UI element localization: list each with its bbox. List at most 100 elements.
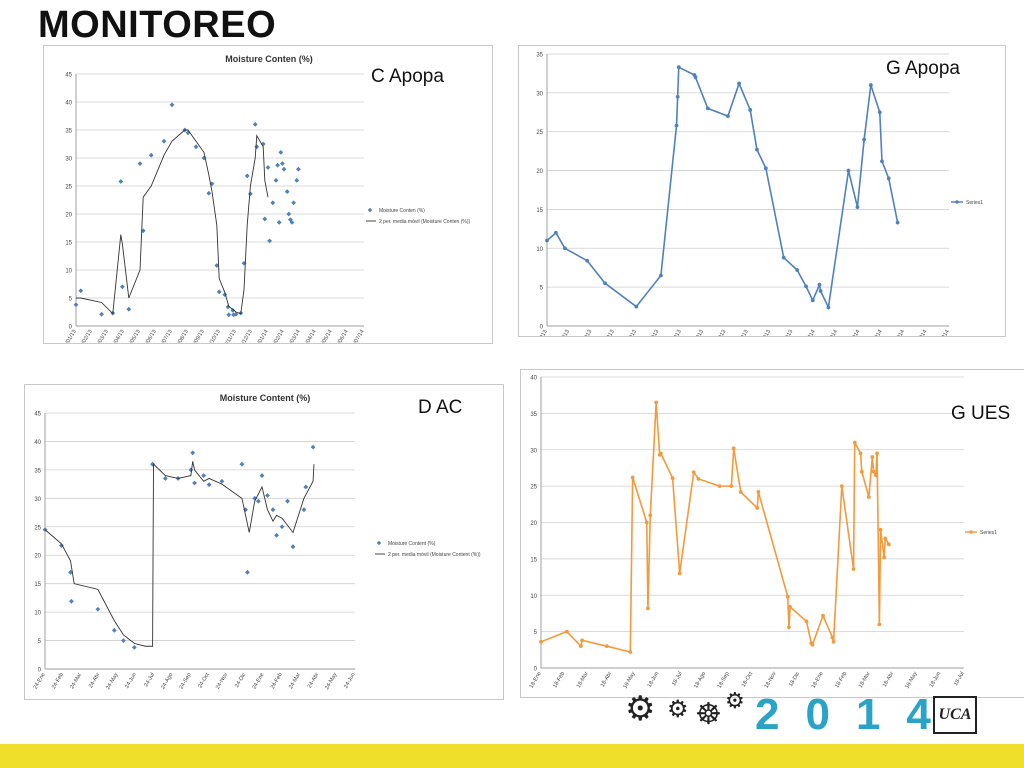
data-point — [254, 144, 260, 150]
data-point — [875, 451, 879, 456]
x-tick-label: 10/07/2014 — [932, 329, 951, 336]
data-point — [286, 211, 292, 217]
data-point — [821, 613, 825, 618]
chart-title: Moisture Conten (%) — [225, 54, 313, 64]
data-point — [294, 178, 300, 183]
y-tick-label: 35 — [65, 129, 72, 135]
data-point — [880, 159, 884, 164]
x-tick-label: 24-Ago — [160, 672, 174, 690]
x-tick-label: 24-Abr — [88, 672, 102, 689]
x-tick-label: 18-Ene — [529, 671, 543, 689]
logo-year: 2014 — [755, 690, 957, 739]
chart-g-ues: 0 5 10 15 20 25 30 35 40 18-Ene 18-Feb 18-Mar 18-Abr… — [529, 376, 998, 690]
data-point — [188, 467, 194, 473]
x-tick-label: 10/06/13 — [142, 329, 158, 343]
chart-panel-g-apopa: 0510152025303510/01/201310/02/201310/03/… — [518, 45, 1006, 337]
data-point — [262, 216, 268, 222]
data-point — [787, 625, 791, 630]
ship-wheel-icon: ☸ — [695, 698, 722, 731]
x-tick-label: 10/06/2013 — [641, 329, 660, 336]
x-tick-label: 18-Sep — [717, 671, 731, 689]
y-tick-label: 20 — [530, 521, 537, 527]
data-point — [206, 190, 212, 196]
x-tick-label: 18-Abr — [882, 671, 896, 688]
y-tick-label: 25 — [530, 485, 537, 491]
x-tick-label: 10/08/13 — [174, 329, 190, 343]
data-point — [862, 137, 867, 142]
data-point — [185, 130, 191, 136]
data-point — [851, 567, 856, 571]
uca-logo: UCA — [933, 696, 977, 734]
data-point — [169, 102, 175, 108]
data-point — [285, 498, 290, 504]
legend-entry: Moisture Content (%) — [388, 541, 436, 547]
data-point — [259, 473, 265, 478]
data-point — [270, 200, 276, 206]
x-tick-label: 10/06/14 — [334, 329, 350, 343]
x-tick-label: 10/04/2013 — [597, 329, 616, 336]
site-label-c-apopa: C Apopa — [371, 66, 444, 87]
data-point — [886, 542, 891, 547]
data-point — [658, 451, 663, 456]
data-point — [267, 238, 272, 244]
data-point — [209, 181, 215, 187]
data-point — [846, 168, 851, 173]
data-point — [78, 288, 84, 294]
data-point — [579, 644, 583, 649]
data-point — [873, 473, 878, 478]
data-point — [248, 191, 253, 197]
y-tick-label: 35 — [536, 53, 543, 59]
data-point — [877, 110, 882, 115]
y-tick-label: 45 — [65, 73, 72, 79]
y-tick-label: 10 — [530, 594, 537, 600]
x-tick-label: 18-Nov — [764, 671, 778, 690]
data-point — [831, 639, 836, 644]
x-tick-label: 10/11/13 — [222, 329, 238, 343]
data-point — [859, 469, 864, 474]
x-tick-label: 10/11/2013 — [753, 329, 772, 336]
data-point — [265, 493, 270, 498]
y-tick-label: 0 — [38, 668, 42, 674]
x-tick-label: 18-Jul — [671, 671, 684, 687]
data-point — [190, 450, 196, 456]
y-tick-label: 5 — [534, 630, 538, 636]
data-point — [239, 461, 245, 467]
x-tick-label: 10/10/2013 — [731, 329, 750, 336]
data-point — [310, 444, 316, 450]
x-tick-label: 18-Mar — [576, 671, 590, 689]
data-point — [255, 498, 261, 504]
x-tick-label: 18-Jul — [953, 671, 966, 687]
data-point — [882, 555, 886, 560]
chart-panel-c-apopa: 0 5 10 15 20 25 30 35 40 45 10/01/13 10/02/13 10/03/… — [43, 45, 493, 344]
x-tick-label: 24-Jun — [343, 672, 357, 690]
data-point — [73, 302, 79, 308]
data-point — [830, 635, 835, 640]
x-tick-label: 10/03/14 — [286, 329, 302, 343]
y-tick-label: 35 — [34, 468, 41, 474]
data-point — [296, 166, 301, 172]
x-tick-label: 24-Mar — [288, 672, 302, 690]
data-point — [852, 440, 857, 445]
data-point — [817, 282, 822, 287]
x-tick-label: 18-Jun — [929, 671, 943, 689]
data-point — [131, 644, 137, 650]
data-point — [162, 476, 168, 481]
x-tick-label: 10/08/2013 — [686, 329, 705, 336]
y-tick-label: 30 — [34, 497, 41, 503]
gear-icon: ⚙ — [667, 696, 689, 723]
data-point — [604, 644, 609, 649]
data-point — [696, 476, 701, 481]
data-point — [564, 629, 569, 634]
data-point — [580, 638, 585, 643]
data-point — [726, 114, 730, 119]
x-tick-label: 18-Jun — [647, 671, 661, 689]
chart-panel-d-ac: 0 5 10 15 20 25 30 35 40 45 24-Ene 24-Feb 24-Mar 24-A… — [24, 384, 504, 700]
x-tick-label: 18-Ago — [693, 671, 707, 689]
data-point — [95, 606, 101, 612]
x-tick-label: 10/05/14 — [318, 329, 334, 343]
y-tick-label: 15 — [530, 557, 537, 563]
data-point — [545, 238, 549, 243]
data-point — [731, 446, 736, 451]
data-point — [628, 650, 633, 654]
y-tick-label: 30 — [65, 157, 72, 163]
